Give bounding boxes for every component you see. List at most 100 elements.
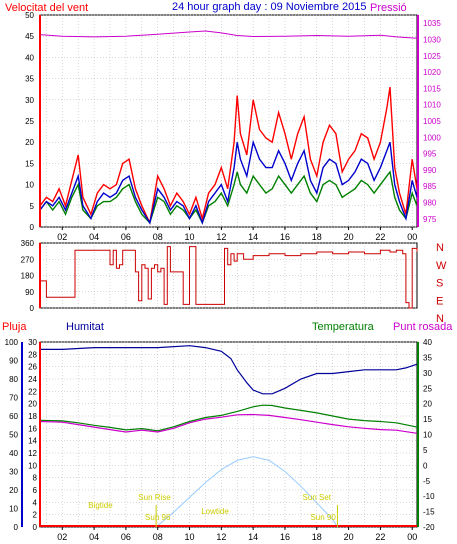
rain-tick: 12 xyxy=(28,449,37,458)
wind-time-tick-label: 08 xyxy=(153,232,163,242)
humidity-tick: 40 xyxy=(9,449,18,458)
wind-time-tick-label: 14 xyxy=(248,232,258,242)
astro-label: Sun 96 xyxy=(145,513,171,522)
wind-time-tick-label: 02 xyxy=(57,232,67,242)
wind-time-axis: 02 04 06 08 10 12 14 16 18 20 22 00 xyxy=(57,227,417,242)
climate-time-tick-label: 10 xyxy=(185,532,195,542)
rain-tick: 14 xyxy=(28,437,37,446)
compass-label: N xyxy=(436,313,444,325)
climate-time-axis: 02 04 06 08 10 12 14 16 18 20 22 00 xyxy=(57,527,417,542)
rain-tick: 16 xyxy=(28,424,37,433)
direction-panel xyxy=(39,242,418,309)
humidity-tick: 60 xyxy=(9,412,18,421)
wind-speed-tick: 5 xyxy=(30,202,35,211)
wind-speed-tick: 35 xyxy=(25,75,34,84)
direction-series xyxy=(40,246,418,309)
astro-label: Sun 90 xyxy=(310,513,336,522)
direction-tick: 0 xyxy=(30,304,35,313)
wind-panel xyxy=(39,14,418,228)
humidity-tick: 30 xyxy=(9,468,18,477)
pressure-tick: 1015 xyxy=(423,84,441,93)
wind-speed-label: Velocitat del vent xyxy=(5,2,88,14)
climate-time-tick-label: 20 xyxy=(344,532,354,542)
wind-grid xyxy=(40,14,417,228)
temperature-tick: 25 xyxy=(423,384,432,393)
astro-annotations: Sun Rise Sun Set Lowtide Bigtide Sun 96 Sun 9… xyxy=(88,493,338,527)
wind-time-tick-label: 04 xyxy=(89,232,99,242)
temperature-tick: -20 xyxy=(423,523,435,532)
legend-humidity: Humitat xyxy=(66,321,104,333)
climate-grid xyxy=(40,341,417,528)
wind-speed-axis: 0 5 10 15 20 25 30 35 40 45 50 xyxy=(25,11,34,232)
climate-time-tick-label: 00 xyxy=(407,532,417,542)
temperature-line xyxy=(39,404,418,432)
legend-dewpoint: Punt rosada xyxy=(393,321,453,333)
astro-label: Sun Rise xyxy=(138,493,171,502)
pressure-tick: 1010 xyxy=(423,101,441,110)
rain-tick: 30 xyxy=(28,338,37,347)
compass-label: S xyxy=(436,278,443,290)
rain-tick: 6 xyxy=(33,486,38,495)
temperature-tick: -5 xyxy=(423,477,431,486)
humidity-tick: 70 xyxy=(9,394,18,403)
temperature-axis: -20 -15 -10 -5 0 5 10 15 20 25 30 35 40 xyxy=(423,338,435,532)
legend-rain: Pluja xyxy=(2,321,27,333)
temperature-tick: 0 xyxy=(423,461,428,470)
climate-panel xyxy=(39,341,418,528)
pressure-tick: 995 xyxy=(423,150,437,159)
climate-time-tick-label: 14 xyxy=(248,532,258,542)
rain-tick: 22 xyxy=(28,387,37,396)
compass-label: W xyxy=(436,260,447,272)
legend-temperature: Temperatura xyxy=(312,321,375,333)
humidity-tick: 10 xyxy=(9,505,18,514)
wind-time-tick-label: 20 xyxy=(344,232,354,242)
rain-tick: 24 xyxy=(28,375,37,384)
astro-label: Sun Set xyxy=(303,493,332,502)
climate-time-tick-label: 08 xyxy=(153,532,163,542)
pressure-tick: 990 xyxy=(423,166,437,175)
humidity-tick: 80 xyxy=(9,375,18,384)
rain-tick: 0 xyxy=(33,523,38,532)
climate-time-tick-label: 04 xyxy=(89,532,99,542)
wind-speed-tick: 0 xyxy=(30,223,35,232)
direction-tick: 270 xyxy=(21,255,35,264)
dewpoint-line xyxy=(39,413,418,434)
pressure-tick: 985 xyxy=(423,182,437,191)
wind-series xyxy=(39,30,418,226)
direction-tick: 90 xyxy=(25,288,34,297)
temperature-tick: 40 xyxy=(423,338,432,347)
pressure-tick: 975 xyxy=(423,215,437,224)
rain-tick: 10 xyxy=(28,461,37,470)
temperature-tick: -15 xyxy=(423,508,435,517)
wind-speed-tick: 15 xyxy=(25,159,34,168)
wind-time-tick-label: 06 xyxy=(121,232,131,242)
humidity-tick: 0 xyxy=(14,523,19,532)
rain-tick: 26 xyxy=(28,363,37,372)
climate-time-tick-label: 18 xyxy=(312,532,322,542)
astro-label: Bigtide xyxy=(88,501,113,510)
pressure-tick: 980 xyxy=(423,199,437,208)
humidity-tick: 20 xyxy=(9,486,18,495)
humidity-tick: 90 xyxy=(9,357,18,366)
astro-label: Lowtide xyxy=(201,507,229,516)
direction-tick: 360 xyxy=(21,239,35,248)
wind-time-tick-label: 12 xyxy=(216,232,226,242)
climate-time-tick-label: 22 xyxy=(375,532,385,542)
humidity-line xyxy=(40,345,418,395)
wind-time-tick-label: 10 xyxy=(185,232,195,242)
wind-speed-tick: 30 xyxy=(25,96,34,105)
humidity-tick: 100 xyxy=(5,338,19,347)
temperature-tick: 15 xyxy=(423,415,432,424)
wind-speed-tick: 50 xyxy=(25,11,34,20)
pressure-tick: 1025 xyxy=(423,52,441,61)
humidity-tick: 50 xyxy=(9,431,18,440)
pressure-tick: 1000 xyxy=(423,133,441,142)
climate-time-tick-label: 02 xyxy=(57,532,67,542)
pressure-tick: 1020 xyxy=(423,68,441,77)
wind-time-tick-label: 16 xyxy=(280,232,290,242)
temperature-tick: 35 xyxy=(423,353,432,362)
avg-line xyxy=(39,170,418,225)
direction-line xyxy=(40,246,418,309)
